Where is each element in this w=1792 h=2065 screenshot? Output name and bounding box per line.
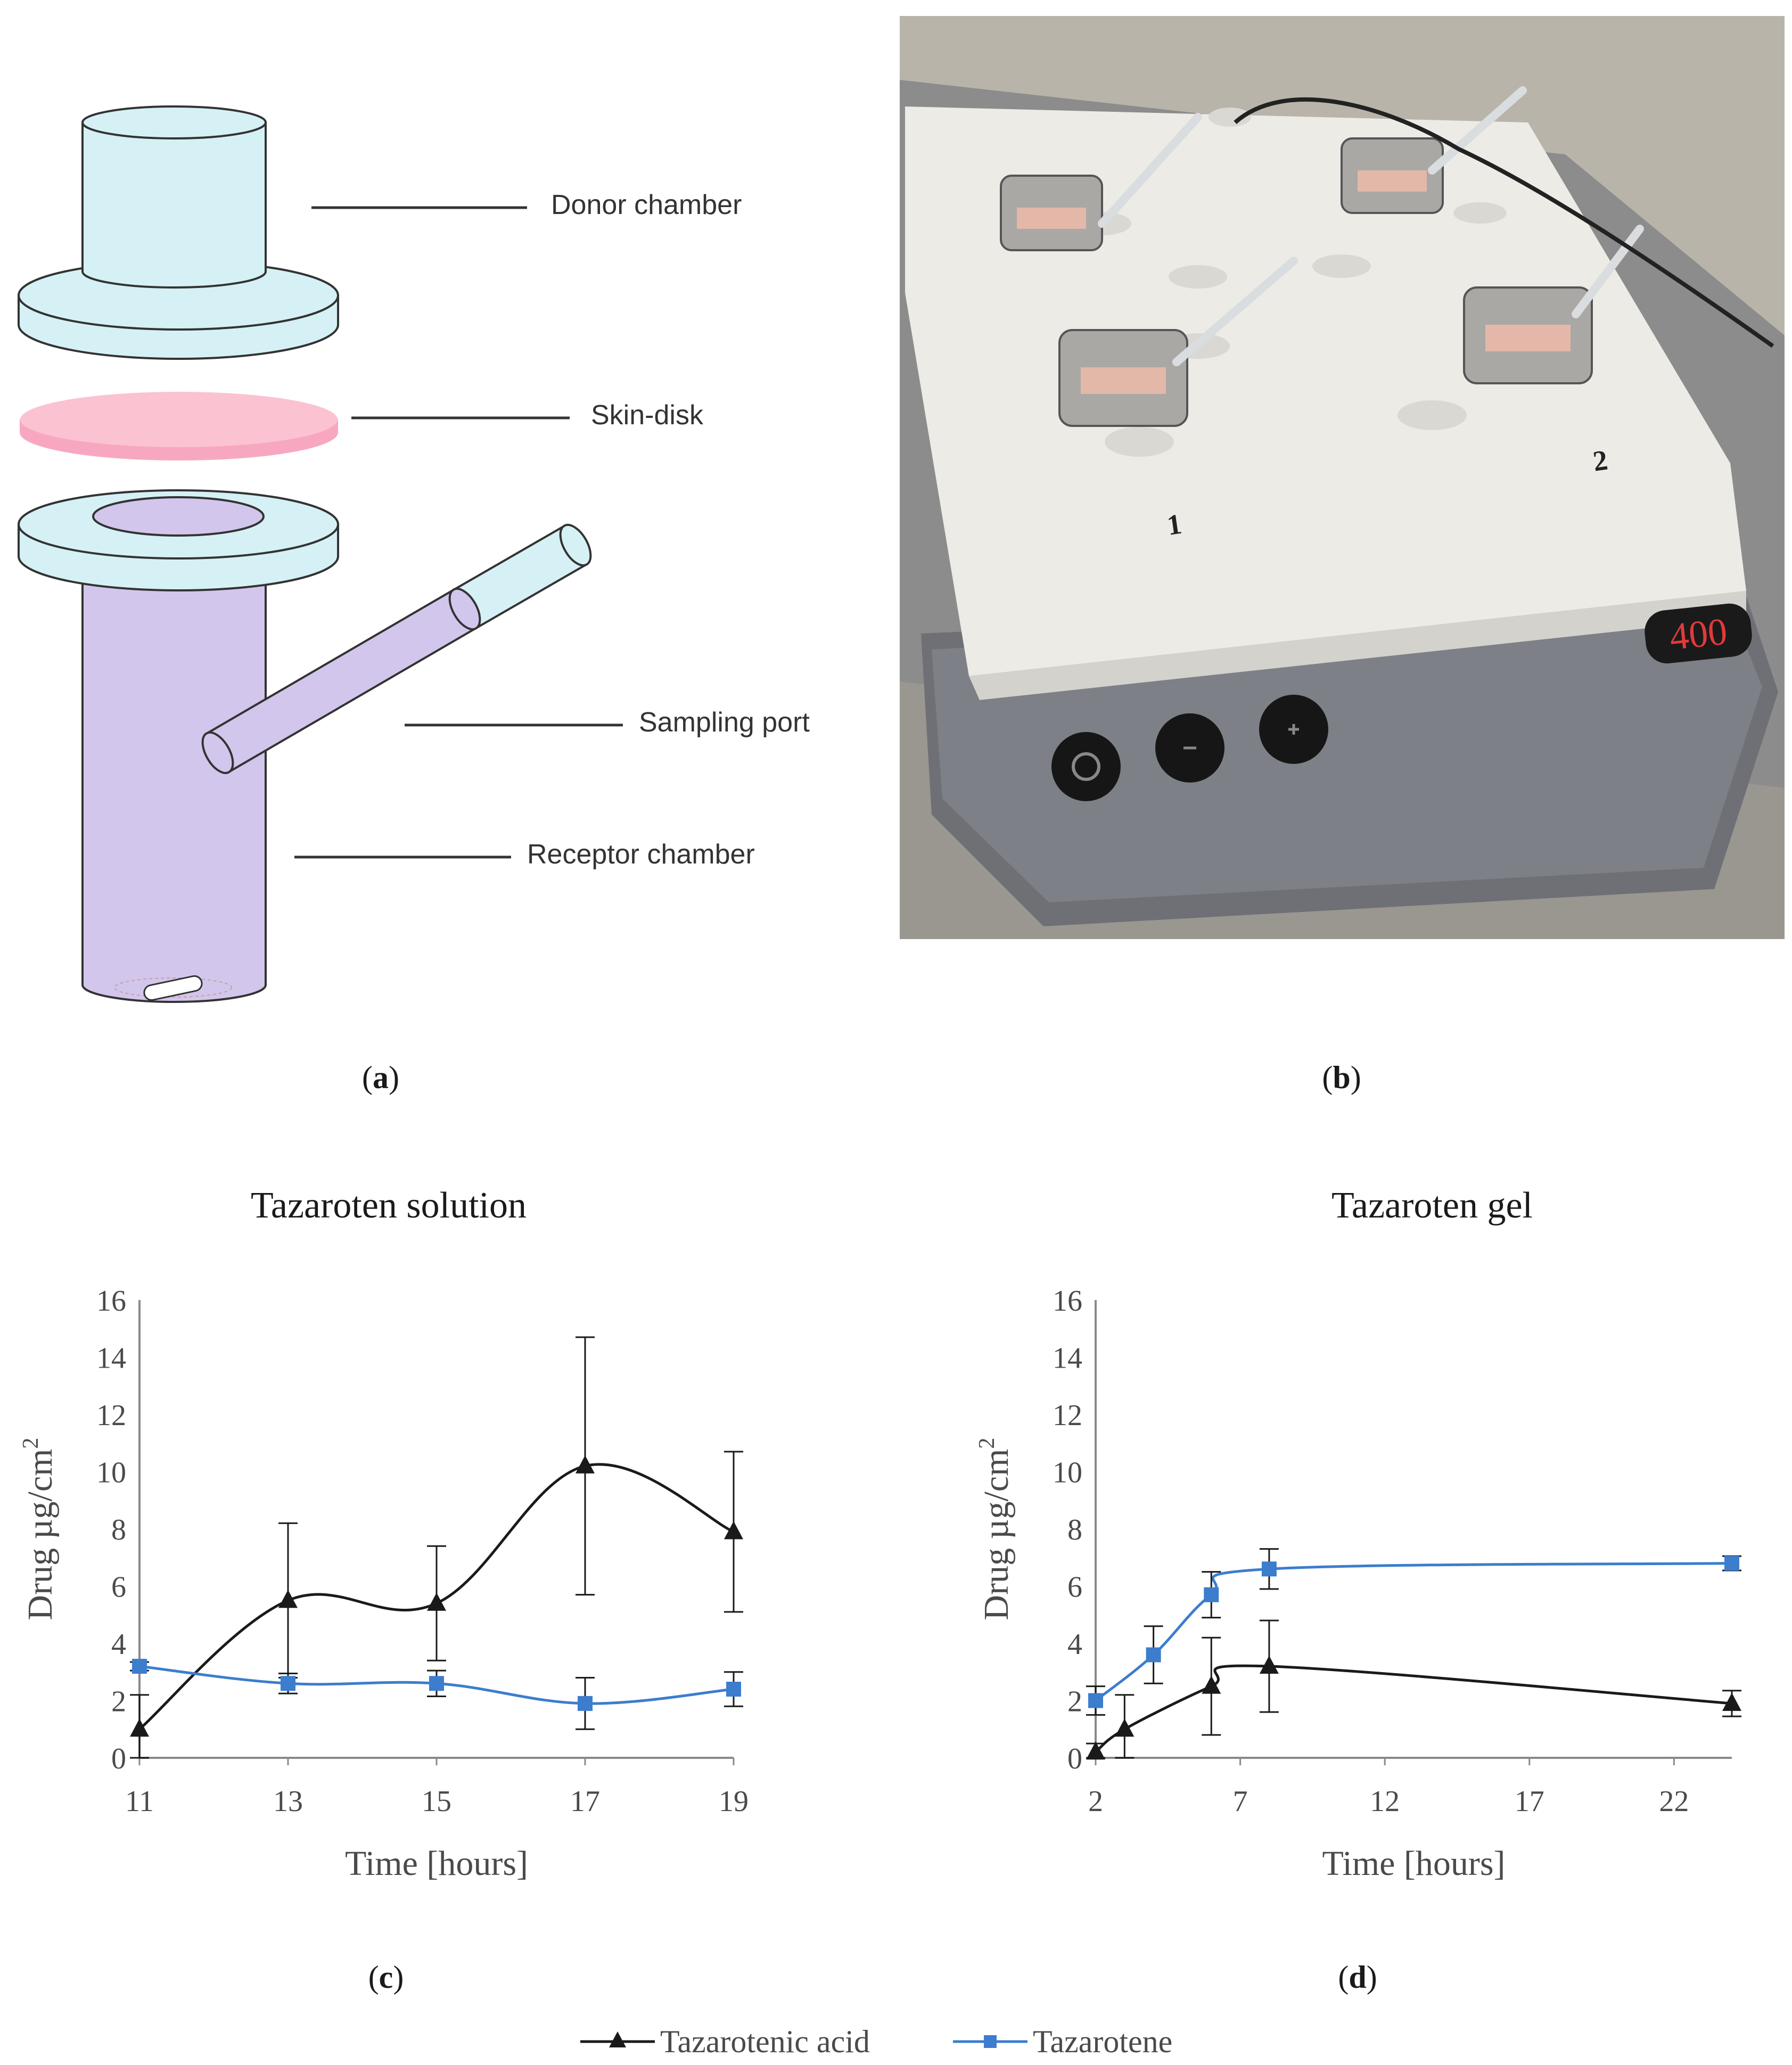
data-point-triangle	[1259, 1656, 1279, 1674]
plus-icon	[1259, 695, 1328, 764]
data-point-square	[1724, 1556, 1739, 1571]
sampling-port-label: Sampling port	[639, 707, 810, 738]
skin-disk	[20, 392, 338, 460]
receptor-chamber	[18, 489, 592, 1003]
data-point-triangle	[130, 1718, 149, 1737]
y-tick-label: 10	[1053, 1457, 1082, 1490]
data-point-square	[578, 1696, 593, 1711]
data-point-triangle	[1202, 1675, 1221, 1694]
series-tazarotene	[130, 1659, 743, 1730]
x-tick-label: 17	[1515, 1785, 1544, 1818]
x-axis-label: Time [hours]	[1322, 1844, 1505, 1883]
x-tick-label: 11	[125, 1785, 154, 1818]
series-tazarotenic-acid	[130, 1336, 743, 1759]
x-tick-label: 2	[1088, 1785, 1103, 1818]
y-tick-label: 0	[111, 1742, 126, 1775]
chart-title-gel: Tazaroten gel	[1331, 1185, 1533, 1226]
series-line	[1095, 1664, 1732, 1754]
x-tick-label: 22	[1659, 1785, 1689, 1818]
y-tick-label: 16	[1053, 1285, 1082, 1318]
data-point-square	[1261, 1561, 1277, 1577]
minus-icon	[1155, 713, 1224, 783]
y-tick-label: 2	[111, 1685, 126, 1718]
y-tick-label: 12	[96, 1399, 126, 1432]
x-tick-label: 15	[422, 1785, 451, 1818]
data-point-triangle	[427, 1592, 446, 1611]
data-point-square	[132, 1659, 147, 1674]
legend-label-tazarotene: Tazarotene	[1033, 2024, 1173, 2059]
triangle-marker-icon	[580, 2031, 655, 2047]
y-tick-label: 4	[1067, 1628, 1082, 1661]
data-point-square	[1204, 1587, 1219, 1602]
data-point-triangle	[1086, 1741, 1105, 1760]
y-tick-label: 8	[1067, 1513, 1082, 1546]
y-tick-label: 4	[111, 1628, 126, 1661]
x-tick-label: 12	[1370, 1785, 1400, 1818]
series-tazarotene	[1086, 1548, 1741, 1716]
y-axis-label: Drug µg/cm2	[975, 1437, 1016, 1620]
x-tick-label: 17	[570, 1785, 600, 1818]
chart-title-solution: Tazaroten solution	[251, 1185, 527, 1226]
panel-label-d: (d)	[1338, 1960, 1377, 1995]
franz-cell-diagram	[18, 105, 623, 1003]
y-tick-label: 14	[1053, 1342, 1082, 1375]
data-point-triangle	[1115, 1718, 1135, 1737]
donor-chamber	[18, 105, 339, 360]
data-point-square	[1088, 1693, 1103, 1708]
y-tick-label: 6	[111, 1571, 126, 1604]
y-tick-label: 8	[111, 1513, 126, 1546]
y-tick-label: 14	[96, 1342, 126, 1375]
data-point-triangle	[1722, 1692, 1741, 1711]
legend-label-acid: Tazarotenic acid	[660, 2024, 870, 2059]
x-tick-label: 13	[273, 1785, 303, 1818]
legend: Tazarotenic acid Tazarotene	[580, 2023, 1272, 2060]
data-point-square	[281, 1676, 295, 1691]
y-tick-label: 6	[1067, 1571, 1082, 1604]
x-axis-label: Time [hours]	[345, 1844, 528, 1883]
data-point-square	[429, 1676, 444, 1691]
panel-label-c: (c)	[368, 1960, 404, 1995]
y-tick-label: 16	[96, 1285, 126, 1318]
y-axis-label: Drug µg/cm2	[19, 1437, 60, 1620]
panel-label-a: (a)	[362, 1060, 399, 1095]
receptor-chamber-label: Receptor chamber	[527, 839, 755, 870]
chart-solution: 0 2 4 6 8 10 12 14 16 11 13 15 17 19 Time [hours] Drug …	[19, 1285, 749, 1883]
y-tick-label: 12	[1053, 1399, 1082, 1432]
franz-cell-photo: 400 1 2	[900, 16, 1785, 939]
y-tick-label: 10	[96, 1457, 126, 1490]
y-tick-label: 2	[1067, 1685, 1082, 1718]
y-tick-label: 0	[1067, 1742, 1082, 1775]
data-point-square	[1146, 1647, 1161, 1663]
data-point-triangle	[278, 1590, 298, 1608]
panel-label-b: (b)	[1322, 1060, 1361, 1095]
square-marker-icon	[953, 2035, 1027, 2048]
x-tick-label: 19	[719, 1785, 749, 1818]
power-icon	[1051, 732, 1121, 801]
data-point-square	[726, 1682, 741, 1697]
data-point-triangle	[576, 1455, 595, 1474]
callout-lines	[294, 206, 623, 859]
donor-chamber-label: Donor chamber	[551, 190, 742, 220]
series-line	[1095, 1562, 1732, 1702]
data-point-triangle	[724, 1521, 743, 1540]
sampling-port	[201, 524, 592, 774]
series-tazarotenic-acid	[1086, 1619, 1741, 1760]
x-tick-label: 7	[1233, 1785, 1248, 1818]
speed-display: 400	[1667, 610, 1729, 659]
skin-disk-label: Skin-disk	[591, 400, 703, 431]
